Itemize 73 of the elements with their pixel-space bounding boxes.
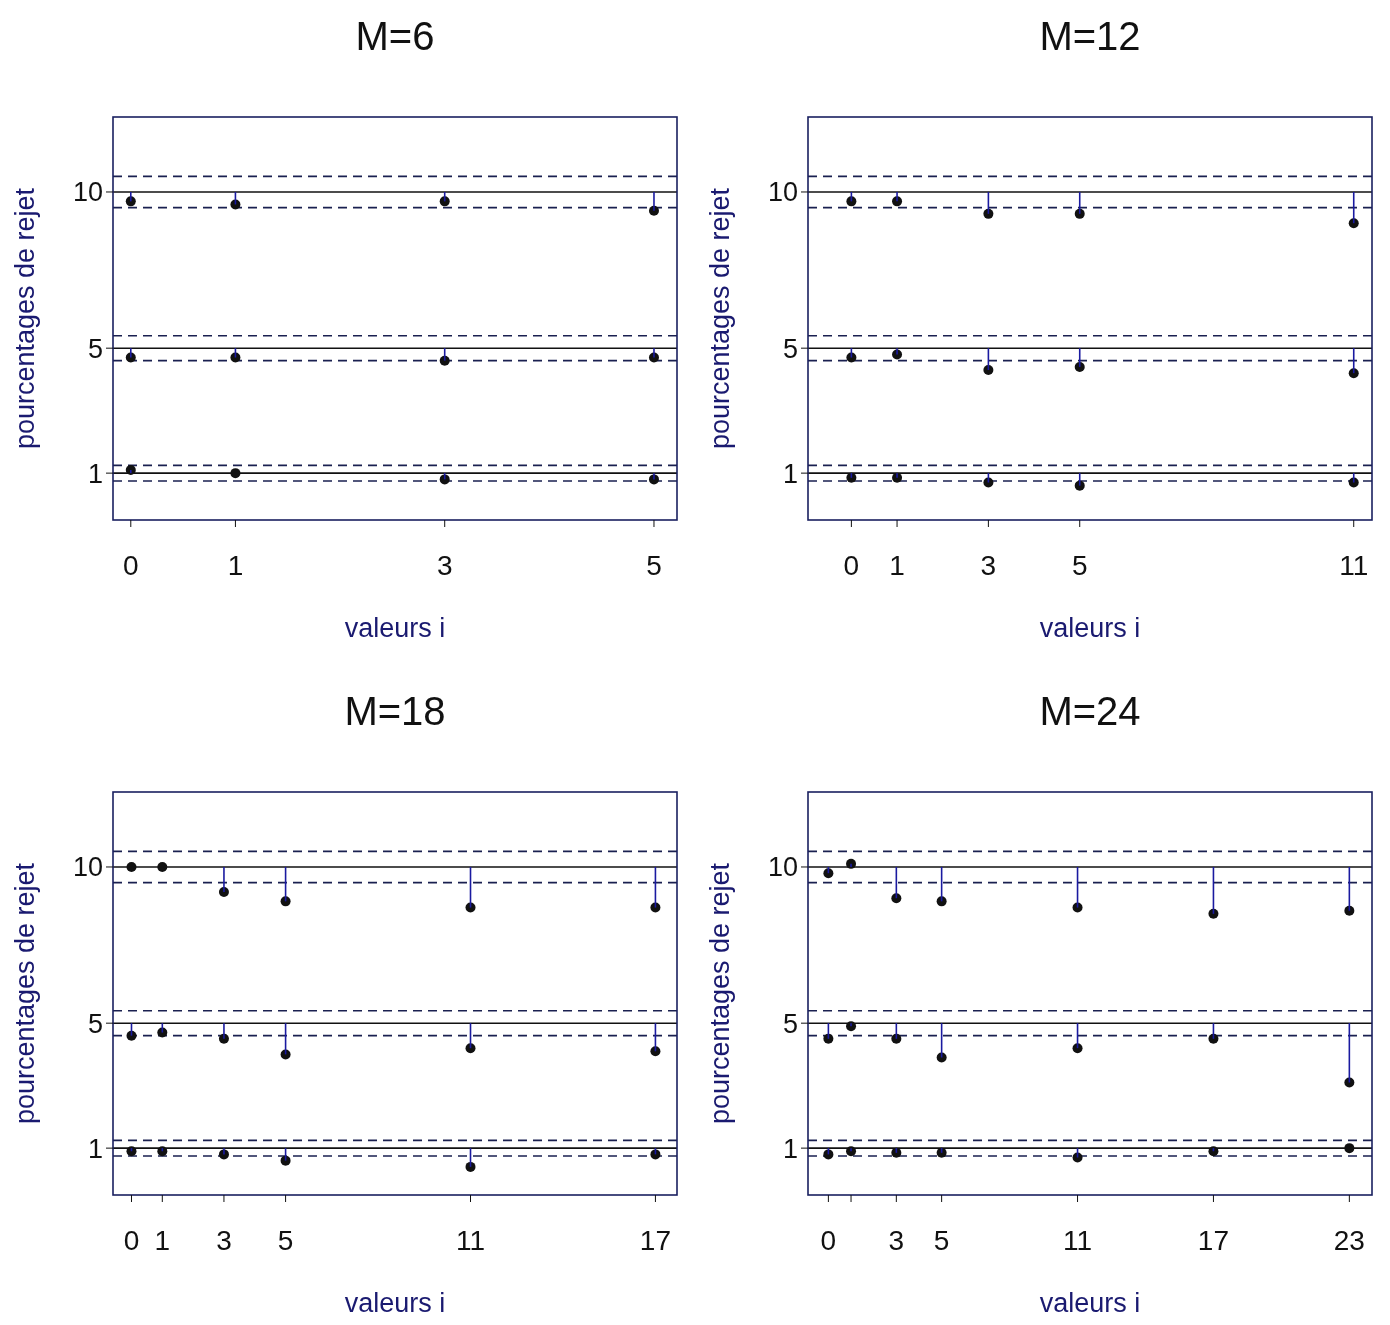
point <box>157 1146 168 1157</box>
point <box>1344 1143 1355 1154</box>
x-tick-label: 1 <box>889 550 905 581</box>
x-tick-label: 3 <box>980 550 997 581</box>
x-axis-title: valeurs i <box>344 613 446 643</box>
x-axis-title: valeurs i <box>344 1288 446 1318</box>
x-tick-label: 17 <box>639 1225 671 1256</box>
chart-title: M=24 <box>1039 689 1141 733</box>
y-tick-label: 1 <box>87 1133 103 1164</box>
point <box>846 1146 857 1157</box>
point <box>823 868 834 879</box>
point <box>846 858 857 869</box>
x-tick-label: 5 <box>933 1225 950 1256</box>
point <box>230 468 241 479</box>
x-tick-label: 0 <box>123 1225 140 1256</box>
point <box>1072 1043 1083 1054</box>
y-tick-label: 5 <box>782 1008 798 1039</box>
point <box>1208 908 1219 919</box>
point <box>823 1033 834 1044</box>
point <box>157 861 168 872</box>
y-tick-label: 5 <box>782 333 798 364</box>
y-tick-label: 1 <box>782 1133 798 1164</box>
y-tick-label: 5 <box>87 333 103 364</box>
x-tick-label: 17 <box>1197 1225 1230 1256</box>
x-tick-label: 3 <box>888 1225 905 1256</box>
point <box>465 1043 476 1054</box>
x-tick-label: 11 <box>1063 1225 1093 1256</box>
point <box>983 208 994 219</box>
x-tick-label: 23 <box>1333 1225 1365 1256</box>
x-tick-label: 5 <box>1071 550 1088 581</box>
chart-title: M=6 <box>355 14 435 58</box>
x-tick-label: 0 <box>123 550 139 581</box>
x-axis-title: valeurs i <box>1039 613 1141 643</box>
y-tick-label: 10 <box>767 177 798 208</box>
point <box>157 1027 168 1038</box>
point <box>1208 1146 1219 1157</box>
y-tick-label: 1 <box>782 458 798 489</box>
x-tick-label: 1 <box>154 1225 171 1256</box>
x-tick-label: 0 <box>820 1225 837 1256</box>
y-tick-label: 5 <box>87 1008 103 1039</box>
y-axis-title: pourcentages de rejet <box>705 187 735 450</box>
chart-title: M=12 <box>1039 14 1141 58</box>
point <box>846 472 857 483</box>
point <box>1344 905 1355 916</box>
y-axis-title: pourcentages de rejet <box>10 862 40 1125</box>
y-tick-label: 10 <box>767 852 798 883</box>
x-tick-label: 1 <box>227 550 244 581</box>
point <box>126 1146 137 1157</box>
point <box>983 365 994 376</box>
point <box>465 1161 476 1172</box>
point <box>650 1046 661 1057</box>
point <box>846 1021 857 1032</box>
point <box>891 893 902 904</box>
y-tick-label: 1 <box>87 458 103 489</box>
point <box>891 1147 902 1158</box>
point <box>936 1147 947 1158</box>
point <box>891 1033 902 1044</box>
point <box>1208 1033 1219 1044</box>
x-tick-label: 3 <box>216 1225 232 1256</box>
x-tick-label: 5 <box>646 550 662 581</box>
x-tick-label: 11 <box>455 1225 486 1256</box>
x-tick-label: 11 <box>1339 550 1369 581</box>
x-tick-label: 0 <box>843 550 860 581</box>
x-axis-title: valeurs i <box>1039 1288 1141 1318</box>
point <box>125 465 136 476</box>
y-tick-label: 10 <box>72 177 103 208</box>
x-tick-label: 5 <box>277 1225 294 1256</box>
y-axis-title: pourcentages de rejet <box>10 187 40 450</box>
y-tick-label: 10 <box>72 852 103 883</box>
point <box>126 861 137 872</box>
x-tick-label: 3 <box>436 550 453 581</box>
chart-title: M=18 <box>344 689 446 733</box>
y-axis-title: pourcentages de rejet <box>705 862 735 1125</box>
